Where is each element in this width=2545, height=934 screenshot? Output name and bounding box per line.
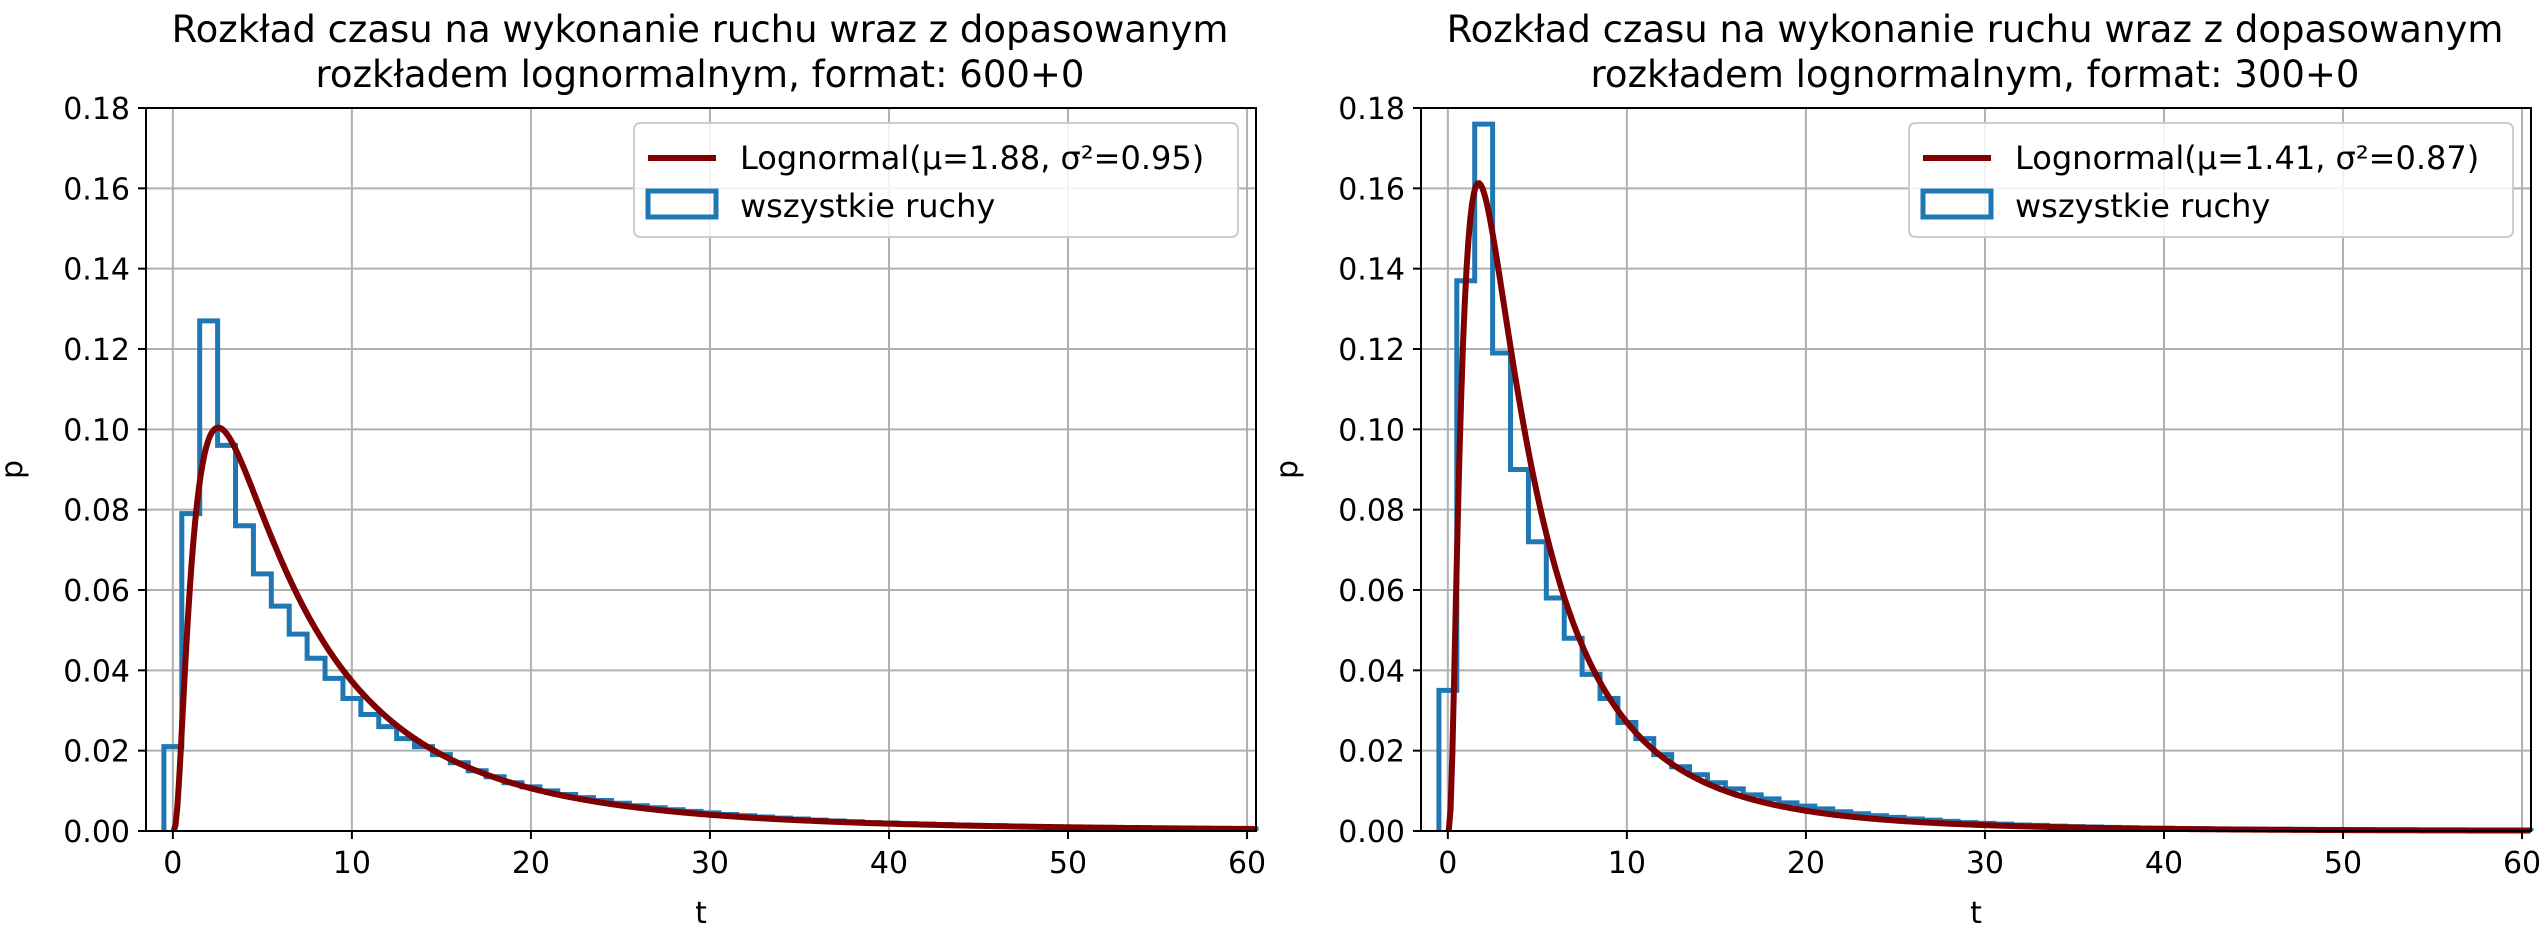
lognormal-curve: [1445, 180, 2532, 834]
y-tick-label: 0.16: [63, 172, 130, 207]
x-axis-label: t: [695, 896, 707, 931]
x-tick-label: 30: [1966, 846, 2004, 881]
legend-swatch-histogram: [645, 188, 719, 220]
y-tick-label: 0.00: [63, 815, 130, 850]
legend-box: [633, 122, 1239, 238]
axes-frame: [1420, 107, 2532, 832]
x-tick-label: 60: [2503, 846, 2541, 881]
chart-panel-300: Rozkład czasu na wykonanie ruchu wraz z …: [1270, 8, 2541, 931]
chart-title-line: rozkładem lognormalnym, format: 300+0: [1591, 53, 2360, 96]
y-tick-label: 0.04: [63, 654, 130, 689]
y-tick-label: 0.04: [1338, 654, 1405, 689]
y-tick-label: 0.06: [63, 574, 130, 609]
y-tick-label: 0.08: [63, 494, 130, 529]
y-tick-label: 0.18: [1338, 92, 1405, 127]
y-tick-label: 0.12: [1338, 333, 1405, 368]
y-tick-label: 0.14: [63, 253, 130, 288]
x-tick-label: 40: [870, 846, 908, 881]
y-tick-label: 0.18: [63, 92, 130, 127]
y-tick-label: 0.12: [63, 333, 130, 368]
x-tick-label: 40: [2145, 846, 2183, 881]
axes-frame: [145, 107, 1257, 832]
legend-label-lognormal: Lognormal(μ=1.41, σ²=0.87): [2015, 139, 2479, 177]
x-tick-label: 10: [333, 846, 371, 881]
lognormal-curve: [170, 424, 1257, 832]
x-tick-label: 30: [691, 846, 729, 881]
legend-swatch-histogram: [1920, 188, 1994, 220]
y-tick-label: 0.16: [1338, 172, 1405, 207]
legend-label-histogram: wszystkie ruchy: [740, 187, 995, 225]
legend-label-lognormal: Lognormal(μ=1.88, σ²=0.95): [740, 139, 1204, 177]
x-tick-label: 0: [1438, 846, 1457, 881]
y-tick-label: 0.08: [1338, 494, 1405, 529]
x-tick-label: 20: [1787, 846, 1825, 881]
chart-title-line: Rozkład czasu na wykonanie ruchu wraz z …: [1447, 8, 2504, 51]
x-tick-label: 50: [2324, 846, 2362, 881]
y-axis-label: p: [1270, 460, 1305, 479]
x-tick-label: 20: [512, 846, 550, 881]
y-tick-label: 0.02: [63, 735, 130, 770]
y-tick-label: 0.10: [1338, 413, 1405, 448]
legend-box: [1908, 122, 2514, 238]
chart-title: Rozkład czasu na wykonanie ruchu wraz z …: [172, 8, 1229, 96]
y-tick-label: 0.00: [1338, 815, 1405, 850]
chart-title-line: Rozkład czasu na wykonanie ruchu wraz z …: [172, 8, 1229, 51]
y-axis-label: p: [0, 460, 30, 479]
y-tick-label: 0.02: [1338, 735, 1405, 770]
chart-title: Rozkład czasu na wykonanie ruchu wraz z …: [1447, 8, 2504, 96]
chart-panel-600: Rozkład czasu na wykonanie ruchu wraz z …: [0, 8, 1266, 931]
y-tick-label: 0.14: [1338, 253, 1405, 288]
y-tick-label: 0.10: [63, 413, 130, 448]
chart-title-line: rozkładem lognormalnym, format: 600+0: [316, 53, 1085, 96]
y-tick-label: 0.06: [1338, 574, 1405, 609]
x-axis-label: t: [1970, 896, 1982, 931]
x-tick-label: 50: [1049, 846, 1087, 881]
legend-label-histogram: wszystkie ruchy: [2015, 187, 2270, 225]
x-tick-label: 60: [1228, 846, 1266, 881]
x-tick-label: 0: [163, 846, 182, 881]
x-tick-label: 10: [1608, 846, 1646, 881]
